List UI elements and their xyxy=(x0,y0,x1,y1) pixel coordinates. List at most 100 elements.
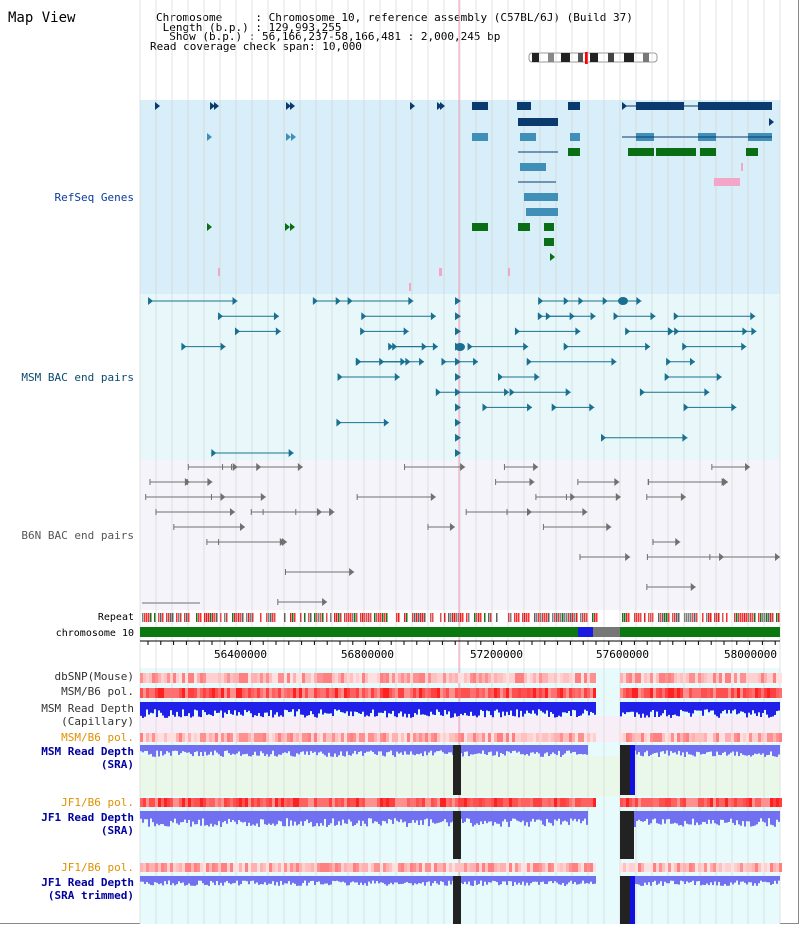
polymorphism-cell xyxy=(773,863,776,872)
polymorphism-cell xyxy=(428,798,431,807)
repeat-element xyxy=(326,613,328,622)
track-label-msm-b6-pol[interactable]: MSM/B6 pol. xyxy=(61,685,134,698)
read-depth-bar xyxy=(672,745,674,753)
read-depth-bar xyxy=(298,811,300,825)
polymorphism-cell xyxy=(275,673,278,683)
read-depth-bar xyxy=(404,811,406,822)
polymorphism-cell xyxy=(467,673,470,683)
read-depth-bar xyxy=(572,811,574,821)
polymorphism-cell xyxy=(140,673,143,683)
polymorphism-cell xyxy=(539,673,542,683)
polymorphism-cell xyxy=(776,798,779,807)
track-label-jf1-depth-trim-1[interactable]: JF1 Read Depth xyxy=(41,876,134,889)
track-label-chromosome[interactable]: chromosome 10 xyxy=(55,628,134,639)
track-label-refseq[interactable]: RefSeq Genes xyxy=(54,191,134,204)
track-label-repeat[interactable]: Repeat xyxy=(97,612,134,623)
read-depth-bar xyxy=(196,702,198,711)
track-label-msm-depth-cap-1[interactable]: MSM Read Depth xyxy=(41,702,134,715)
track-label-dbsnp[interactable]: dbSNP(Mouse) xyxy=(54,670,134,683)
read-depth-bar xyxy=(200,702,202,718)
read-depth-bar xyxy=(282,811,284,827)
polymorphism-cell xyxy=(242,673,245,683)
track-label-jf1-depth-sra-1[interactable]: JF1 Read Depth xyxy=(41,811,134,824)
read-depth-bar xyxy=(544,811,546,827)
polymorphism-cell xyxy=(758,733,761,742)
read-depth-bar xyxy=(508,702,510,715)
polymorphism-cell xyxy=(458,673,461,683)
repeat-element xyxy=(648,613,650,622)
read-depth-bar xyxy=(328,702,330,714)
read-depth-bar xyxy=(538,876,540,885)
repeat-element xyxy=(714,613,716,622)
read-depth-bar xyxy=(412,745,414,755)
track-label-msm-b6-pol-2[interactable]: MSM/B6 pol. xyxy=(61,731,134,744)
read-depth-bar xyxy=(696,876,698,882)
read-depth-bar xyxy=(168,876,170,881)
read-depth-bar xyxy=(432,745,434,756)
polymorphism-cell xyxy=(503,688,506,698)
read-depth-bar xyxy=(436,876,438,884)
read-depth-bar xyxy=(216,745,218,753)
read-depth-bar xyxy=(752,876,754,886)
polymorphism-cell xyxy=(434,688,437,698)
polymorphism-cell xyxy=(554,798,557,807)
polymorphism-cell xyxy=(245,733,248,742)
track-label-msm-depth-sra-2: (SRA) xyxy=(100,758,134,771)
read-depth-bar xyxy=(216,876,218,882)
polymorphism-cell xyxy=(248,673,251,683)
polymorphism-cell xyxy=(170,863,173,872)
read-depth-bar xyxy=(286,702,288,711)
read-depth-bar xyxy=(180,876,182,884)
polymorphism-cell xyxy=(734,733,737,742)
track-label-jf1-b6-pol[interactable]: JF1/B6 pol. xyxy=(61,796,134,809)
read-depth-bar xyxy=(350,876,352,883)
read-depth-saturated xyxy=(620,876,630,924)
read-depth-bar xyxy=(664,745,666,754)
ideogram-band xyxy=(532,53,539,62)
polymorphism-cell xyxy=(299,688,302,698)
polymorphism-cell xyxy=(401,798,404,807)
track-label-msm-depth-sra-1[interactable]: MSM Read Depth xyxy=(41,745,134,758)
read-depth-bar xyxy=(556,876,558,883)
polymorphism-cell xyxy=(197,733,200,742)
read-depth-bar xyxy=(486,745,488,755)
repeat-element xyxy=(638,613,640,622)
polymorphism-cell xyxy=(335,863,338,872)
read-depth-bar xyxy=(140,876,142,882)
polymorphism-cell xyxy=(404,673,407,683)
polymorphism-cell xyxy=(779,863,782,872)
polymorphism-cell xyxy=(164,733,167,742)
read-depth-bar xyxy=(172,745,174,752)
polymorphism-cell xyxy=(386,673,389,683)
polymorphism-cell xyxy=(491,673,494,683)
track-label-msm-bac[interactable]: MSM BAC end pairs xyxy=(21,371,134,384)
polymorphism-cell xyxy=(680,733,683,742)
polymorphism-cell xyxy=(155,688,158,698)
repeat-element xyxy=(232,613,234,622)
polymorphism-cell xyxy=(314,798,317,807)
chromosome-info: Chromosome : Chromosome 10, reference as… xyxy=(150,12,633,23)
chromosome-ideogram[interactable] xyxy=(528,52,660,64)
polymorphism-cell xyxy=(407,733,410,742)
read-depth-bar xyxy=(734,702,736,710)
read-depth-bar xyxy=(762,811,764,822)
read-depth-bar xyxy=(174,745,176,751)
read-depth-bar xyxy=(218,745,220,755)
read-depth-bar xyxy=(556,811,558,821)
polymorphism-cell xyxy=(536,733,539,742)
track-label-jf1-b6-pol-2[interactable]: JF1/B6 pol. xyxy=(61,861,134,874)
polymorphism-cell xyxy=(512,798,515,807)
polymorphism-cell xyxy=(254,733,257,742)
read-depth-bar xyxy=(182,702,184,710)
read-depth-bar xyxy=(256,811,258,824)
polymorphism-cell xyxy=(740,688,743,698)
read-depth-bar xyxy=(352,702,354,717)
read-depth-bar xyxy=(682,745,684,753)
gene-arrow xyxy=(273,312,279,321)
read-depth-bar xyxy=(442,702,444,716)
track-label-b6n-bac[interactable]: B6N BAC end pairs xyxy=(21,529,134,542)
gene-arrow xyxy=(211,449,217,457)
read-depth-bar xyxy=(304,745,306,755)
polymorphism-cell xyxy=(497,863,500,872)
